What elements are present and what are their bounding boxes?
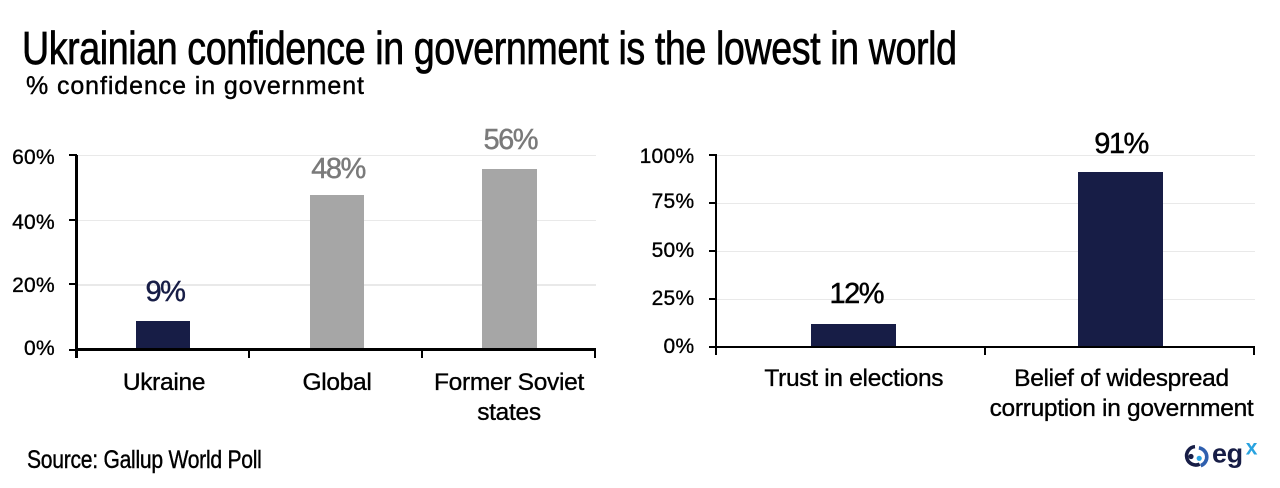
- svg-text:x: x: [1246, 440, 1258, 459]
- svg-text:eg: eg: [1212, 440, 1243, 468]
